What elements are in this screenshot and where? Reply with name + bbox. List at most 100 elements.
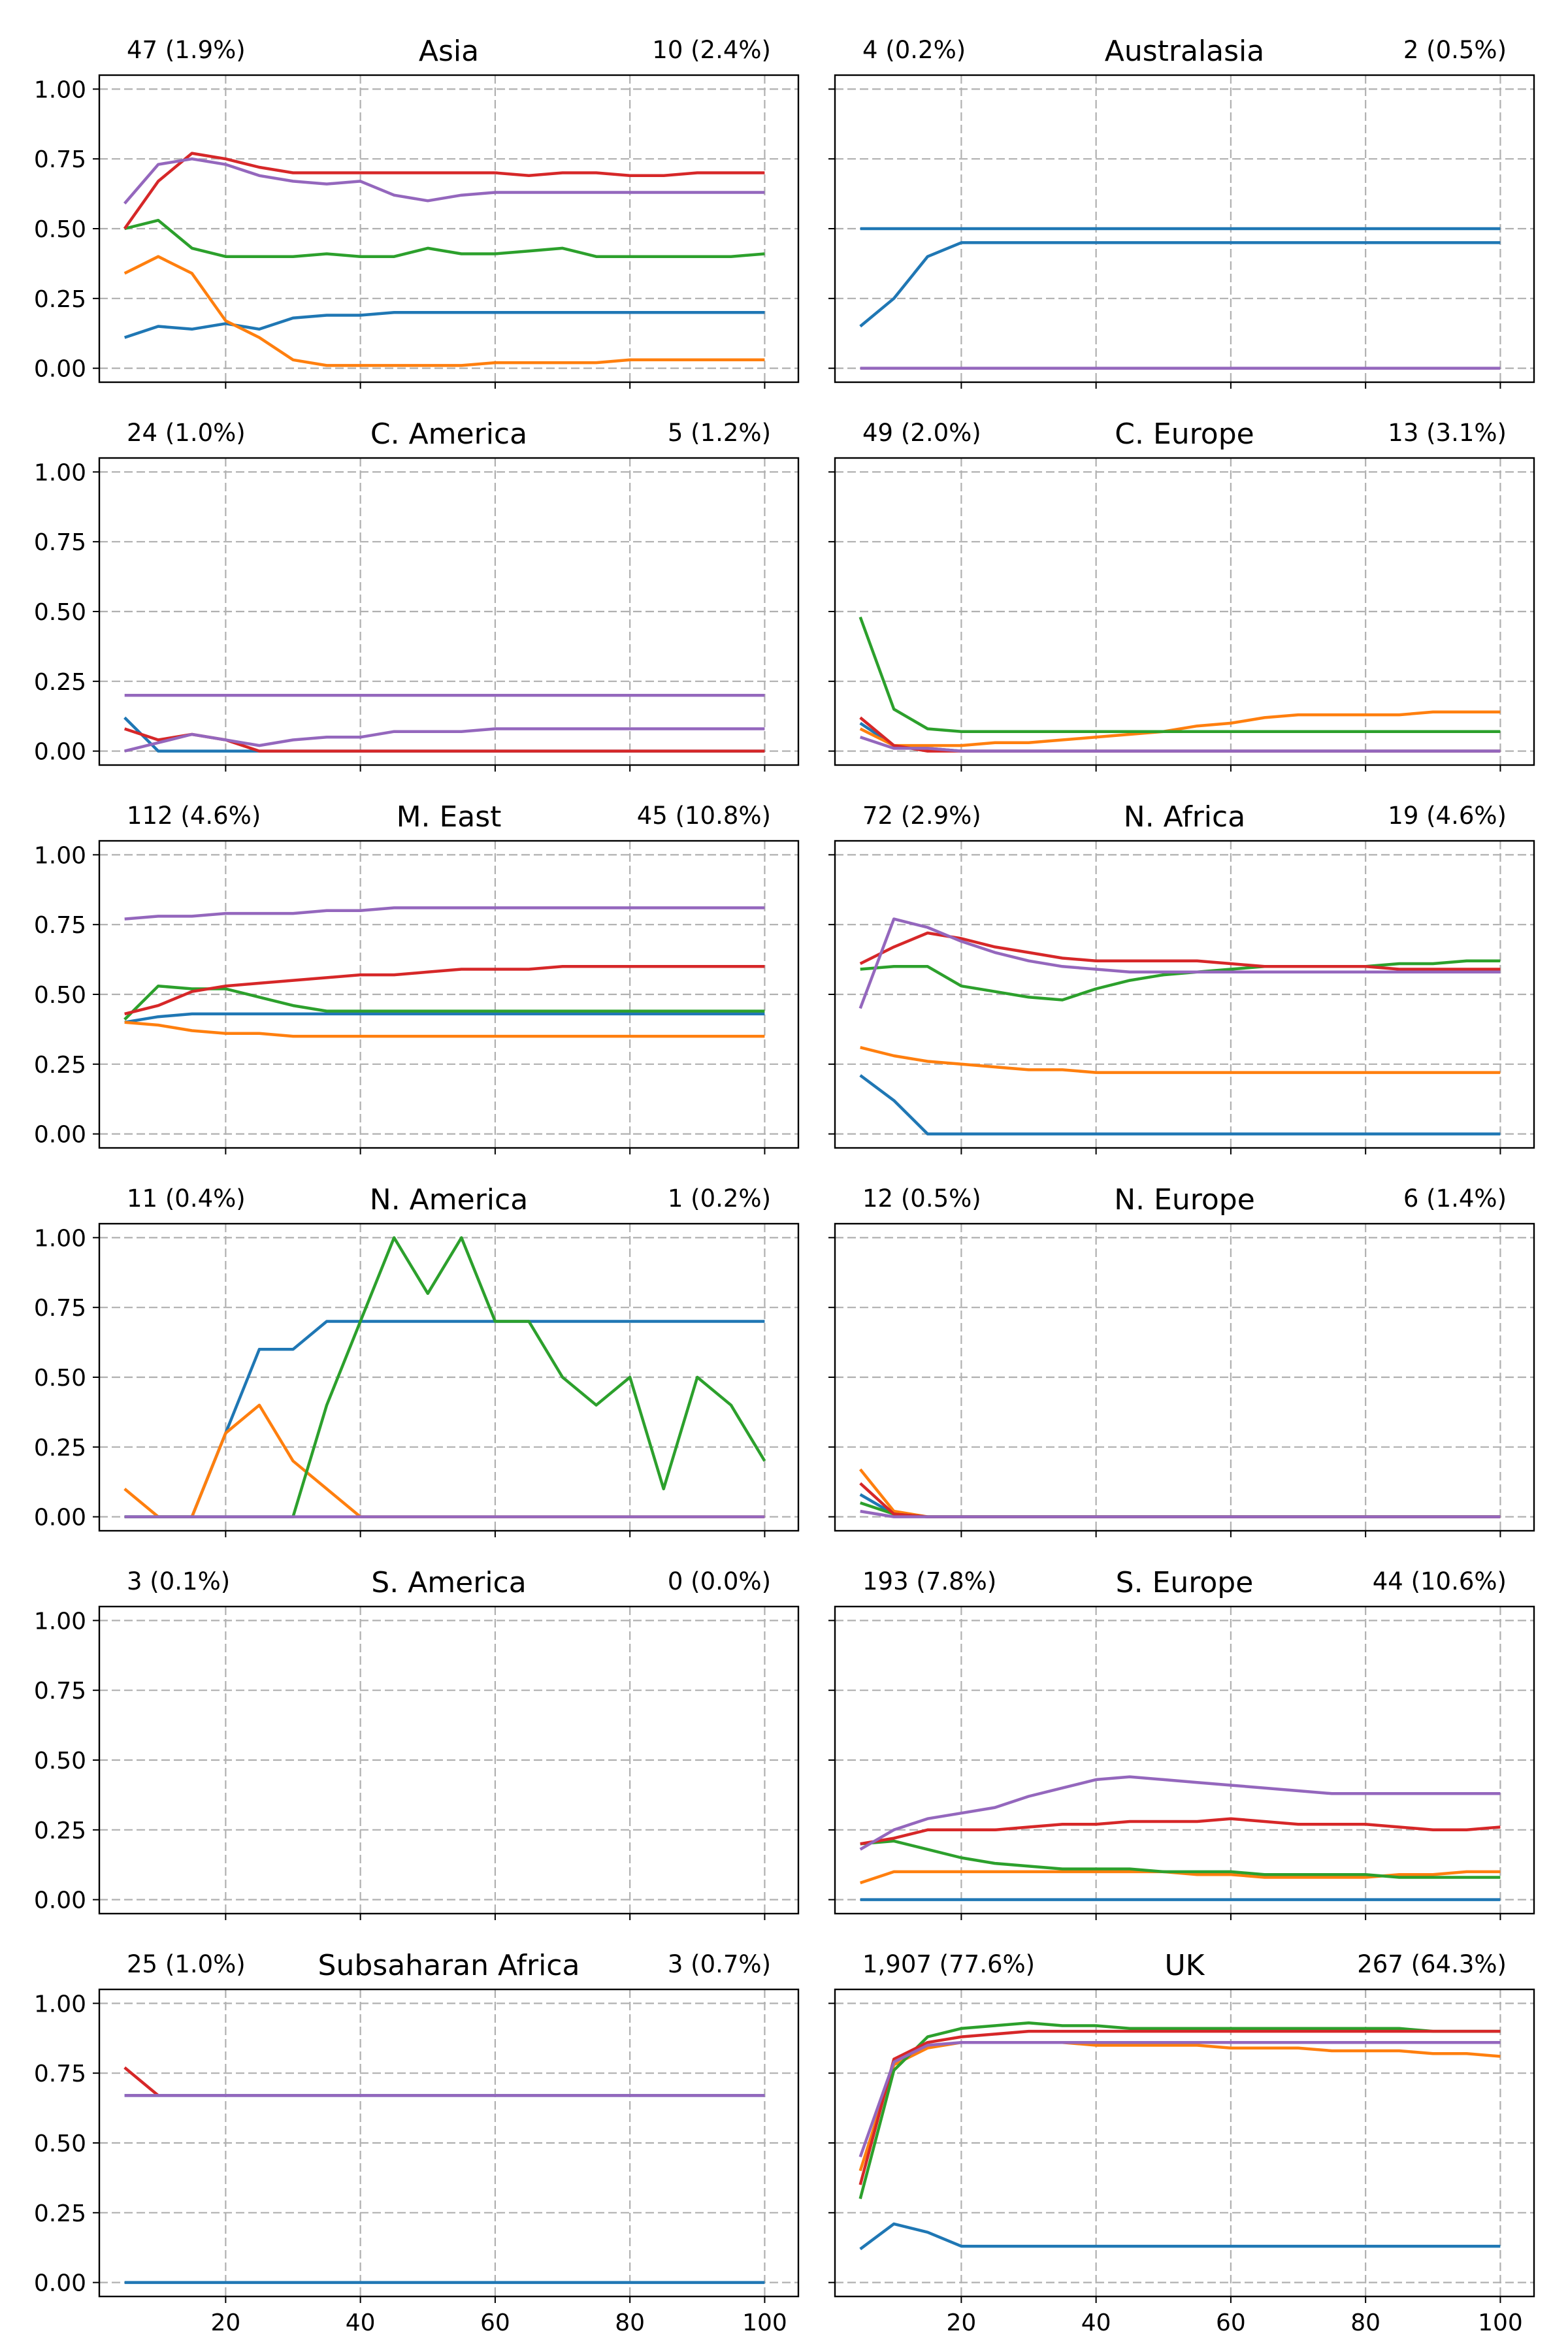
panel-title: Australasia — [1105, 35, 1265, 68]
series-line-purple — [859, 736, 1501, 753]
x-tick-label: 100 — [742, 2310, 787, 2336]
x-tick-label: 80 — [615, 2310, 645, 2336]
y-tick-label: 0.75 — [34, 912, 86, 939]
x-tick-label: 80 — [1350, 2310, 1380, 2336]
panel-title: N. Africa — [1124, 800, 1245, 834]
series-line-orange — [858, 1468, 1501, 1518]
series-line-purple — [860, 1509, 1501, 1518]
panel-title: M. East — [397, 800, 502, 834]
panel-title: Asia — [419, 35, 479, 68]
x-tick-label: 40 — [1081, 2310, 1111, 2336]
y-tick-label: 1.00 — [34, 1608, 86, 1635]
y-tick-label: 1.00 — [34, 1991, 86, 2017]
panel-title: N. Europe — [1114, 1183, 1255, 1217]
left-annotation: 47 (1.9%) — [127, 36, 246, 64]
series-line-purple — [124, 727, 765, 753]
y-tick-label: 0.25 — [34, 2200, 86, 2227]
series-line-red — [123, 152, 765, 230]
series-line-green — [858, 2021, 1501, 2200]
y-tick-label: 0.00 — [34, 1122, 86, 1149]
y-tick-label: 0.00 — [34, 1887, 86, 1914]
y-tick-label: 0.00 — [34, 356, 86, 383]
y-tick-label: 0.25 — [34, 286, 86, 313]
series-line-green — [123, 984, 765, 1021]
y-tick-label: 0.75 — [34, 146, 86, 173]
left-annotation: 24 (1.0%) — [127, 419, 246, 447]
series-line-orange — [858, 2040, 1501, 2172]
series-line-orange — [123, 255, 765, 367]
series-line-red — [859, 931, 1501, 971]
y-tick-label: 0.50 — [34, 2131, 86, 2157]
series-line-red — [858, 2029, 1501, 2185]
right-annotation: 13 (3.1%) — [1388, 419, 1507, 447]
series-line-purple — [858, 917, 1501, 1009]
series-line-blue — [124, 1320, 765, 1518]
x-tick-label: 20 — [946, 2310, 976, 2336]
series-line-green — [859, 1501, 1501, 1518]
y-tick-label: 0.50 — [34, 982, 86, 1009]
series-line-blue — [123, 716, 765, 753]
series-line-green — [860, 959, 1501, 1002]
y-tick-label: 0.25 — [34, 1052, 86, 1079]
panel-n-africa: N. Africa 72 (2.9%) 19 (4.6%) — [828, 800, 1535, 1154]
panel-n-europe: N. Europe 12 (0.5%) 6 (1.4%) — [828, 1183, 1535, 1537]
panel-title: N. America — [370, 1183, 528, 1217]
y-tick-label: 0.50 — [34, 216, 86, 243]
panel-asia: 0.00 0.25 0.50 0.75 1.00 Asia 47 (1.9%) 10 (2.4… — [34, 35, 800, 389]
y-tick-label: 0.25 — [34, 669, 86, 696]
panel-title: S. America — [371, 1566, 526, 1599]
y-tick-label: 0.25 — [34, 1435, 86, 1462]
panel-title: Subsaharan Africa — [318, 1949, 580, 1982]
x-tick-label: 20 — [210, 2310, 240, 2336]
right-annotation: 10 (2.4%) — [652, 36, 771, 64]
right-annotation: 5 (1.2%) — [668, 419, 771, 447]
y-tick-label: 0.75 — [34, 1295, 86, 1322]
right-annotation: 44 (10.6%) — [1373, 1567, 1507, 1595]
y-tick-label: 0.50 — [34, 1365, 86, 1392]
right-annotation: 6 (1.4%) — [1403, 1184, 1507, 1213]
series-line-purple — [859, 1775, 1501, 1851]
panel-s-america: 0.00 0.25 0.50 0.75 1.00 S. America 3 (0.1%) 0 … — [34, 1566, 800, 1920]
y-tick-label: 0.75 — [34, 2061, 86, 2087]
series-line-red — [123, 2066, 159, 2097]
y-tick-label: 0.00 — [34, 1505, 86, 1531]
panel-subsaharan-africa: 0.00 0.25 0.50 0.75 1.00 20 40 60 80 100 Subsahara… — [34, 1949, 800, 2336]
series-line-green — [858, 616, 1501, 733]
left-annotation: 3 (0.1%) — [127, 1567, 230, 1595]
left-annotation: 12 (0.5%) — [862, 1184, 981, 1213]
left-annotation: 25 (1.0%) — [127, 1950, 246, 1978]
panel-uk: 20 40 60 80 100 UK 1,907 (77.6%) 267 (64.3%) — [828, 1949, 1535, 2336]
x-tick-label: 100 — [1478, 2310, 1523, 2336]
left-annotation: 4 (0.2%) — [862, 36, 966, 64]
y-tick-label: 0.50 — [34, 599, 86, 626]
y-tick-label: 1.00 — [34, 842, 86, 869]
panel-c-europe: C. Europe 49 (2.0%) 13 (3.1%) — [828, 417, 1535, 772]
series-line-purple — [123, 157, 765, 204]
panel-title: S. Europe — [1116, 1566, 1254, 1599]
right-annotation: 2 (0.5%) — [1403, 36, 1507, 64]
series-line-red — [859, 1482, 1501, 1518]
series-line-purple — [124, 906, 765, 921]
left-annotation: 11 (0.4%) — [127, 1184, 246, 1213]
y-tick-label: 0.75 — [34, 1678, 86, 1705]
x-tick-label: 60 — [480, 2310, 510, 2336]
series-line-blue — [859, 1074, 1501, 1135]
series-line-orange — [859, 710, 1501, 747]
right-annotation: 3 (0.7%) — [668, 1950, 771, 1978]
panel-m-east: 0.00 0.25 0.50 0.75 1.00 M. East 112 (4.6%) 45 … — [34, 800, 800, 1154]
x-tick-label: 60 — [1216, 2310, 1246, 2336]
left-annotation: 1,907 (77.6%) — [862, 1950, 1035, 1978]
left-annotation: 112 (4.6%) — [127, 802, 261, 830]
series-line-green — [860, 1839, 1501, 1879]
series-line-orange — [123, 1403, 765, 1518]
right-annotation: 267 (64.3%) — [1357, 1950, 1507, 1978]
right-annotation: 45 (10.8%) — [637, 802, 771, 830]
panel-c-america: 0.00 0.25 0.50 0.75 1.00 C. America 24 (1.0%) 5… — [34, 417, 800, 772]
left-annotation: 72 (2.9%) — [862, 802, 981, 830]
right-annotation: 19 (4.6%) — [1388, 802, 1507, 830]
panel-s-europe: S. Europe 193 (7.8%) 44 (10.6%) — [828, 1566, 1535, 1920]
series-line-blue — [859, 1493, 1501, 1518]
series-line-blue — [859, 241, 1501, 328]
panel-title: C. America — [370, 417, 527, 451]
y-tick-label: 0.25 — [34, 1818, 86, 1844]
